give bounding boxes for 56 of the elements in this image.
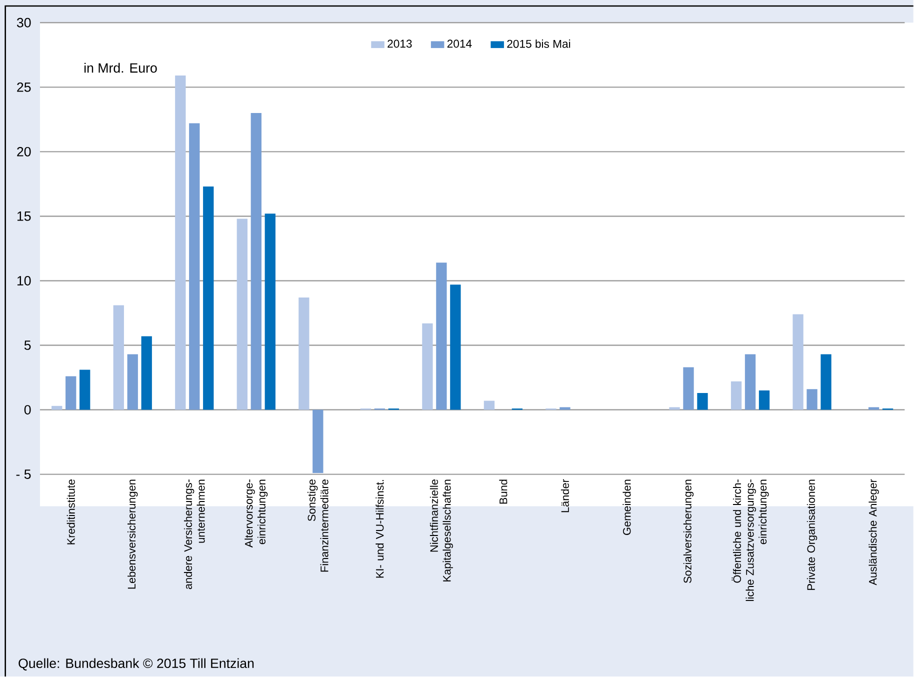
bar (436, 262, 447, 410)
bar (80, 370, 90, 410)
y-tick-label: 15 (17, 211, 31, 221)
y-tick-label: 30 (16, 18, 31, 28)
bar (189, 123, 200, 410)
y-tick-label: 25 (17, 82, 31, 92)
bar (484, 400, 495, 410)
legend-label: 2015 bis Mai (507, 39, 570, 48)
x-tick-label: Nichtfinanzielle Kapitalgesellschaften (430, 479, 453, 582)
bar (560, 407, 570, 410)
bar (250, 112, 262, 410)
legend-label: 2014 (447, 40, 472, 48)
x-tick-label: KI- und VU-Hilfsinst. (376, 480, 384, 578)
bar (236, 218, 248, 410)
y-axis-title: in Mrd. Euro (84, 62, 157, 73)
y-tick-label: - 5 (16, 470, 31, 479)
x-tick-label: Kreditinstitute (66, 479, 75, 544)
x-tick-label: andere Versicherungs- unternehmen (184, 479, 205, 590)
y-tick-label: 10 (17, 276, 31, 286)
legend-label: 2013 (388, 40, 412, 48)
y-tick-label: 5 (24, 340, 31, 350)
bar (66, 376, 76, 410)
bar (422, 323, 433, 410)
x-tick-label: Sozialversicherungen (683, 480, 694, 583)
bar (683, 367, 694, 410)
x-tick-label: Sonstige Finanzintermediäre (308, 479, 328, 572)
x-tick-label: Altervorsorge- einrichtungen (244, 479, 268, 548)
bar (806, 389, 818, 410)
bar (820, 354, 832, 410)
x-tick-label: Länder (560, 479, 569, 512)
bar (127, 354, 138, 410)
x-tick-label: Bund (499, 480, 508, 504)
bar (792, 314, 804, 410)
bar (141, 336, 152, 410)
bar (175, 75, 186, 410)
y-tick-label: 20 (17, 146, 31, 156)
bar (298, 297, 310, 410)
bar (758, 390, 770, 410)
bar (312, 410, 324, 473)
bar (697, 392, 708, 410)
bar (669, 407, 680, 410)
y-tick-label: 0 (24, 404, 31, 414)
x-tick-label: Öffentliche und kirch- liche Zusatzversorgungs- einrichtungen (732, 479, 769, 601)
bar (113, 305, 124, 410)
source-note: Quelle: Bundesbank © 2015 Till Entzian (18, 658, 254, 670)
bar (730, 381, 742, 410)
x-tick-label: Gemeinden (622, 480, 631, 535)
bar (52, 406, 62, 410)
x-tick-label: Lebensversicherungen (128, 480, 138, 589)
bar (744, 354, 756, 410)
x-tick-label: Ausländische Anleger (868, 479, 879, 586)
x-tick-label: Private Organisationen (806, 480, 818, 590)
bar (264, 214, 276, 410)
bar (203, 186, 214, 410)
bar (450, 284, 461, 410)
bar (868, 407, 880, 410)
